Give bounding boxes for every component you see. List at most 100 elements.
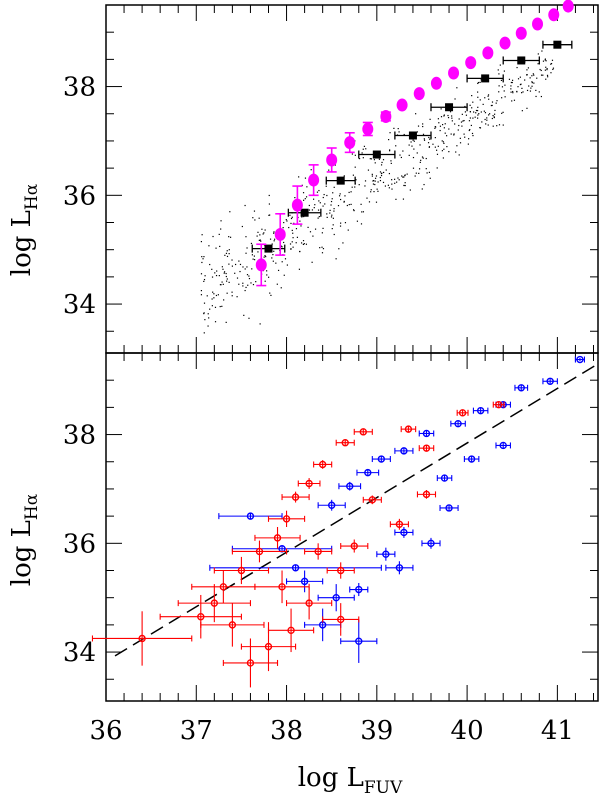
top-dot (447, 117, 450, 119)
top-dot (285, 219, 287, 221)
top-dot (493, 116, 495, 118)
top-dot (272, 260, 274, 262)
top-dot (311, 209, 314, 211)
top-dot (316, 191, 319, 193)
top-dot (299, 220, 301, 222)
top-dot (428, 171, 431, 173)
top-dot (378, 158, 381, 160)
top-dot (432, 143, 434, 145)
blue-data-point (364, 468, 372, 477)
top-dot (219, 305, 221, 308)
top-dot (304, 198, 306, 200)
red-data-point (246, 659, 255, 667)
top-dot (252, 258, 254, 260)
top-dot (294, 197, 296, 199)
top-dot (203, 312, 205, 315)
blue-data-point (499, 441, 507, 450)
top-dot (295, 242, 297, 244)
red-data-point (314, 547, 322, 556)
top-dot (332, 192, 334, 194)
top-dot (388, 172, 391, 175)
top-dot (552, 68, 554, 71)
top-dot (331, 228, 333, 230)
top-dot (226, 292, 228, 294)
top-dot (348, 204, 350, 206)
model-point (291, 198, 303, 212)
top-dot (408, 144, 410, 146)
top-dot (374, 183, 376, 186)
top-dot (212, 235, 214, 238)
top-dot (281, 246, 283, 248)
top-dot (203, 280, 205, 283)
top-dot (385, 169, 387, 171)
top-dot (236, 296, 238, 298)
top-dot (468, 129, 470, 132)
top-dot (291, 216, 293, 218)
top-dot (510, 88, 512, 90)
top-dot (391, 188, 393, 190)
top-dot (209, 263, 211, 266)
top-dot (479, 127, 482, 129)
top-dot (218, 275, 220, 277)
top-dot (520, 83, 522, 85)
red-data-point (404, 425, 413, 433)
top-dot (239, 263, 242, 266)
top-dot (526, 74, 528, 76)
top-dot (550, 62, 553, 65)
blue-data-point (517, 384, 525, 392)
binned-point (408, 131, 417, 140)
top-dot (362, 148, 364, 150)
top-dot (273, 250, 275, 252)
top-panel: 34 36 38 (63, 0, 599, 354)
bottom-x-tick-label: 36 (89, 716, 122, 746)
top-dot (403, 133, 405, 136)
top-dot (371, 175, 373, 177)
top-dot (314, 204, 316, 206)
top-dot (472, 134, 474, 137)
top-dot (379, 171, 382, 173)
top-dot (531, 75, 533, 77)
bottom-y-axis-title-sub: Hα (22, 493, 42, 520)
top-dot (477, 82, 479, 85)
top-dot (324, 203, 326, 205)
top-dot (318, 189, 320, 192)
top-dot (539, 68, 541, 71)
top-dot (511, 100, 513, 102)
top-dot (323, 193, 325, 196)
top-dot (338, 248, 340, 250)
red-data-point (282, 515, 291, 523)
top-dot (440, 108, 442, 110)
top-dot (363, 145, 366, 147)
top-dot (471, 107, 473, 109)
top-dot (372, 180, 374, 182)
top-y-axis-title-sub: Hα (22, 183, 42, 210)
top-dot (296, 236, 299, 238)
model-point (430, 76, 442, 90)
top-dot (482, 103, 484, 105)
top-dot (510, 81, 512, 84)
top-dot (530, 87, 532, 89)
top-dot (290, 248, 292, 250)
top-dot (470, 124, 472, 127)
top-dot (396, 181, 398, 183)
top-dot (326, 213, 328, 215)
top-dot (339, 193, 341, 195)
top-dot (501, 86, 504, 88)
top-dot (255, 281, 257, 283)
top-dot (201, 256, 203, 258)
top-dot (231, 265, 233, 267)
top-dot (374, 162, 376, 164)
top-dot (423, 139, 426, 141)
binned-point (517, 56, 526, 65)
top-dot (465, 114, 468, 116)
top-dot (532, 73, 534, 75)
top-dot (451, 115, 453, 117)
top-dot (420, 159, 422, 161)
top-dot (413, 148, 415, 150)
top-dot (305, 243, 308, 245)
top-dot (321, 232, 323, 234)
top-dot (219, 284, 222, 286)
x-axis-title-main: log L (298, 763, 364, 793)
top-dot (484, 118, 486, 121)
